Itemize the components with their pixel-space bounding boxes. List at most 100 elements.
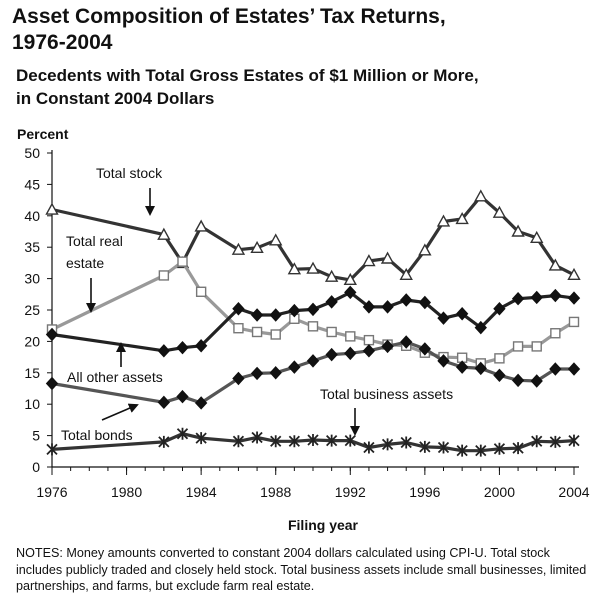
data-point-all-other-assets	[176, 340, 189, 355]
data-point-total-business-assets	[363, 441, 375, 454]
data-point-all-other-assets	[511, 291, 525, 306]
chart-subtitle-line2: in Constant 2004 Dollars	[16, 89, 215, 108]
data-point-total-bonds	[400, 335, 413, 349]
data-point-all-other-assets	[269, 308, 282, 322]
data-point-total-bonds	[418, 342, 432, 356]
data-point-total-bonds	[157, 395, 171, 410]
data-point-all-other-assets	[325, 295, 338, 309]
data-point-total-business-assets	[381, 438, 394, 451]
data-point-total-bonds	[288, 360, 301, 374]
data-point-total-real-estate	[177, 256, 188, 267]
x-tick-label: 2004	[558, 484, 589, 500]
data-point-total-bonds	[250, 366, 264, 381]
data-point-total-stock	[492, 205, 507, 218]
annotation-total-stock: Total stock	[96, 165, 163, 181]
line-chart: 0 5 10 15 20 25 30 35 40 45 50 1976 1980 1984 1988 1992…	[17, 126, 590, 533]
data-point-total-bonds	[530, 374, 543, 388]
data-point-total-stock	[530, 230, 544, 243]
y-tick-label: 35	[24, 239, 40, 255]
data-point-all-other-assets	[381, 300, 394, 314]
data-point-total-stock	[45, 202, 59, 215]
data-point-all-other-assets	[549, 288, 562, 303]
data-point-all-other-assets	[400, 293, 413, 307]
chart-title-line2: 1976-2004	[12, 31, 113, 54]
data-point-total-bonds	[437, 354, 450, 368]
data-point-total-bonds	[567, 362, 581, 376]
y-tick-label: 5	[32, 428, 40, 444]
data-point-all-other-assets	[306, 302, 320, 317]
axes: 0 5 10 15 20 25 30 35 40 45 50 1976 1980 1984 1988 1992…	[24, 145, 589, 500]
series-total-stock	[45, 189, 581, 286]
y-axis-label: Percent	[17, 126, 69, 142]
data-point-all-other-assets	[232, 302, 245, 316]
data-point-total-business-assets	[512, 442, 524, 455]
y-tick-label: 45	[24, 176, 40, 192]
data-point-total-business-assets	[568, 434, 580, 447]
data-point-total-real-estate	[307, 321, 319, 332]
data-point-total-business-assets	[158, 435, 170, 448]
data-point-all-other-assets	[344, 285, 357, 300]
data-point-total-business-assets	[251, 431, 263, 444]
data-point-total-real-estate	[233, 323, 244, 334]
data-point-total-bonds	[232, 371, 245, 386]
x-tick-label: 2000	[484, 484, 515, 500]
data-point-total-stock	[548, 258, 563, 271]
data-point-all-other-assets	[418, 295, 432, 310]
data-point-total-stock	[324, 269, 339, 282]
data-point-total-stock	[343, 272, 357, 286]
data-point-total-bonds	[45, 376, 59, 391]
data-point-total-bonds	[362, 344, 376, 358]
data-point-total-business-assets	[46, 443, 58, 456]
data-point-total-bonds	[194, 396, 208, 410]
data-point-all-other-assets	[45, 327, 59, 342]
data-point-all-other-assets	[194, 339, 208, 353]
data-point-total-bonds	[511, 373, 525, 388]
data-point-total-stock	[567, 267, 581, 281]
y-tick-label: 15	[24, 365, 40, 381]
data-point-total-stock	[436, 214, 451, 227]
data-point-total-real-estate	[531, 341, 542, 352]
data-point-total-real-estate	[550, 328, 561, 339]
data-point-total-stock	[474, 189, 488, 202]
data-point-total-real-estate	[512, 341, 524, 352]
data-point-all-other-assets	[474, 320, 487, 335]
data-point-total-stock	[157, 227, 171, 240]
data-point-total-stock	[380, 251, 395, 264]
data-point-total-bonds	[306, 354, 320, 368]
y-tick-label: 50	[24, 145, 40, 161]
chart-subtitle-line1: Decedents with Total Gross Estates of $1…	[16, 66, 479, 85]
series-total-business-assets	[46, 427, 580, 457]
data-point-all-other-assets	[530, 290, 543, 305]
data-point-total-business-assets	[176, 427, 189, 440]
data-point-all-other-assets	[288, 303, 301, 318]
data-point-total-business-assets	[195, 432, 207, 445]
x-tick-label: 1980	[111, 484, 142, 500]
data-point-total-bonds	[176, 389, 189, 404]
data-point-total-bonds	[549, 362, 562, 376]
chart-title: Asset Composition of Estates’ Tax Return…	[12, 4, 597, 56]
data-point-total-real-estate	[270, 329, 281, 340]
data-point-total-business-assets	[456, 444, 468, 457]
data-point-total-real-estate	[158, 270, 170, 281]
x-tick-label: 1976	[36, 484, 67, 500]
data-point-total-bonds	[269, 366, 282, 380]
annotation-total-real-estate-line1: Total real	[66, 233, 123, 249]
data-point-total-bonds	[455, 360, 469, 374]
data-point-total-stock	[194, 219, 208, 232]
data-point-total-business-assets	[232, 435, 245, 448]
y-tick-label: 10	[24, 396, 40, 412]
data-point-total-business-assets	[400, 436, 412, 449]
data-point-all-other-assets	[455, 307, 469, 321]
data-point-total-stock	[287, 262, 302, 275]
data-point-total-bonds	[344, 346, 357, 361]
chart-notes: NOTES: Money amounts converted to consta…	[16, 546, 587, 593]
y-tick-label: 0	[32, 459, 40, 475]
data-point-total-stock	[511, 224, 525, 237]
data-point-total-real-estate	[494, 353, 505, 364]
series-layer	[45, 189, 581, 457]
data-point-total-business-assets	[419, 440, 431, 453]
y-tick-label: 20	[24, 333, 40, 349]
x-tick-label: 1992	[335, 484, 366, 500]
annotations-layer: Total stock Total real estate All other …	[61, 165, 453, 443]
data-point-total-business-assets	[531, 435, 543, 448]
